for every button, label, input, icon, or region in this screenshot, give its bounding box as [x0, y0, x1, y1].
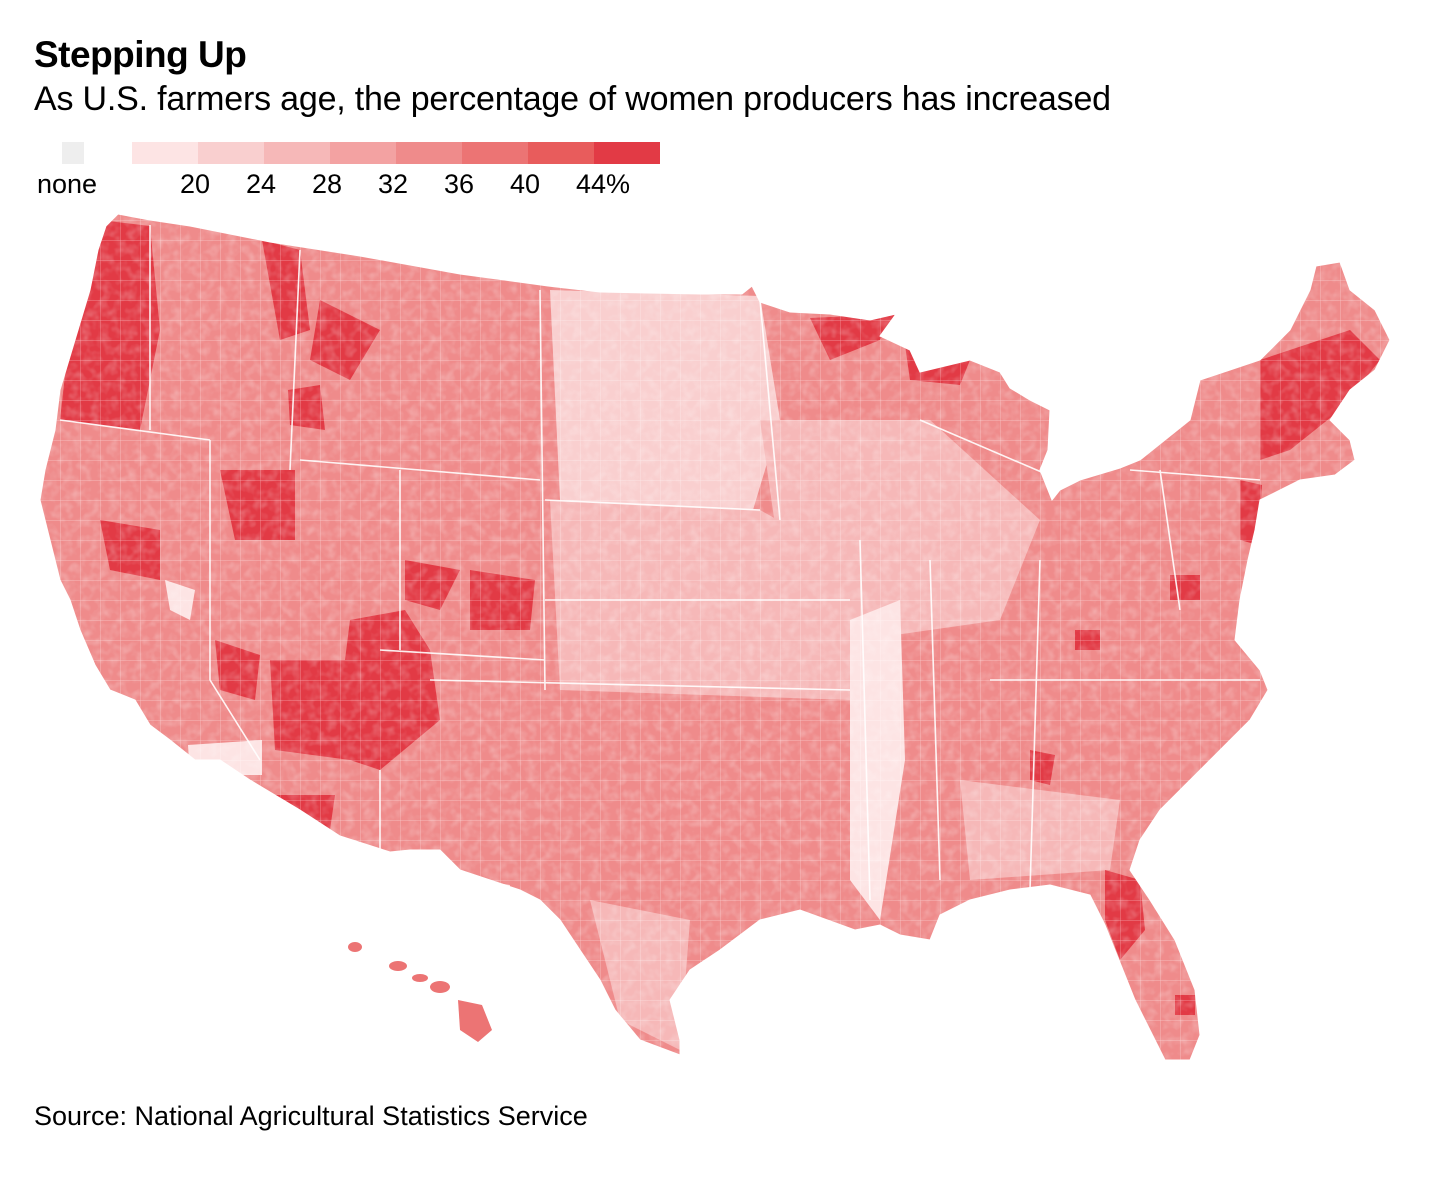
legend-swatch-7: [594, 142, 660, 164]
chart-title: Stepping Up: [34, 34, 247, 75]
legend-tick-label: 44%: [576, 169, 631, 199]
color-legend: none 20 24 28 32 36 40 44%: [34, 140, 674, 210]
legend-swatch-1: [198, 142, 264, 164]
hawaii-islands: [348, 942, 492, 1042]
legend-swatch-4: [396, 142, 462, 164]
legend-tick-label: 20: [180, 169, 211, 199]
legend-tick-label: 40: [510, 169, 541, 199]
county-borders: [40, 214, 1390, 1060]
legend-swatch-2: [264, 142, 330, 164]
legend-tick-label: 28: [312, 169, 343, 199]
legend-swatch-6: [528, 142, 594, 164]
state-borders: [59, 225, 1261, 901]
legend-tick-label: 36: [444, 169, 475, 199]
legend-swatch-3: [330, 142, 396, 164]
source-note: Source: National Agricultural Statistics…: [34, 1101, 588, 1131]
legend-label-none: none: [37, 169, 98, 199]
legend-swatch-0: [132, 142, 198, 164]
legend-swatch-5: [462, 142, 528, 164]
patch-west-texas: [480, 880, 510, 925]
legend-swatch-none: [62, 142, 84, 164]
legend-tick-label: 32: [378, 169, 409, 199]
legend-tick-label: 24: [246, 169, 277, 199]
chart-subtitle: As U.S. farmers age, the percentage of w…: [34, 80, 1111, 118]
